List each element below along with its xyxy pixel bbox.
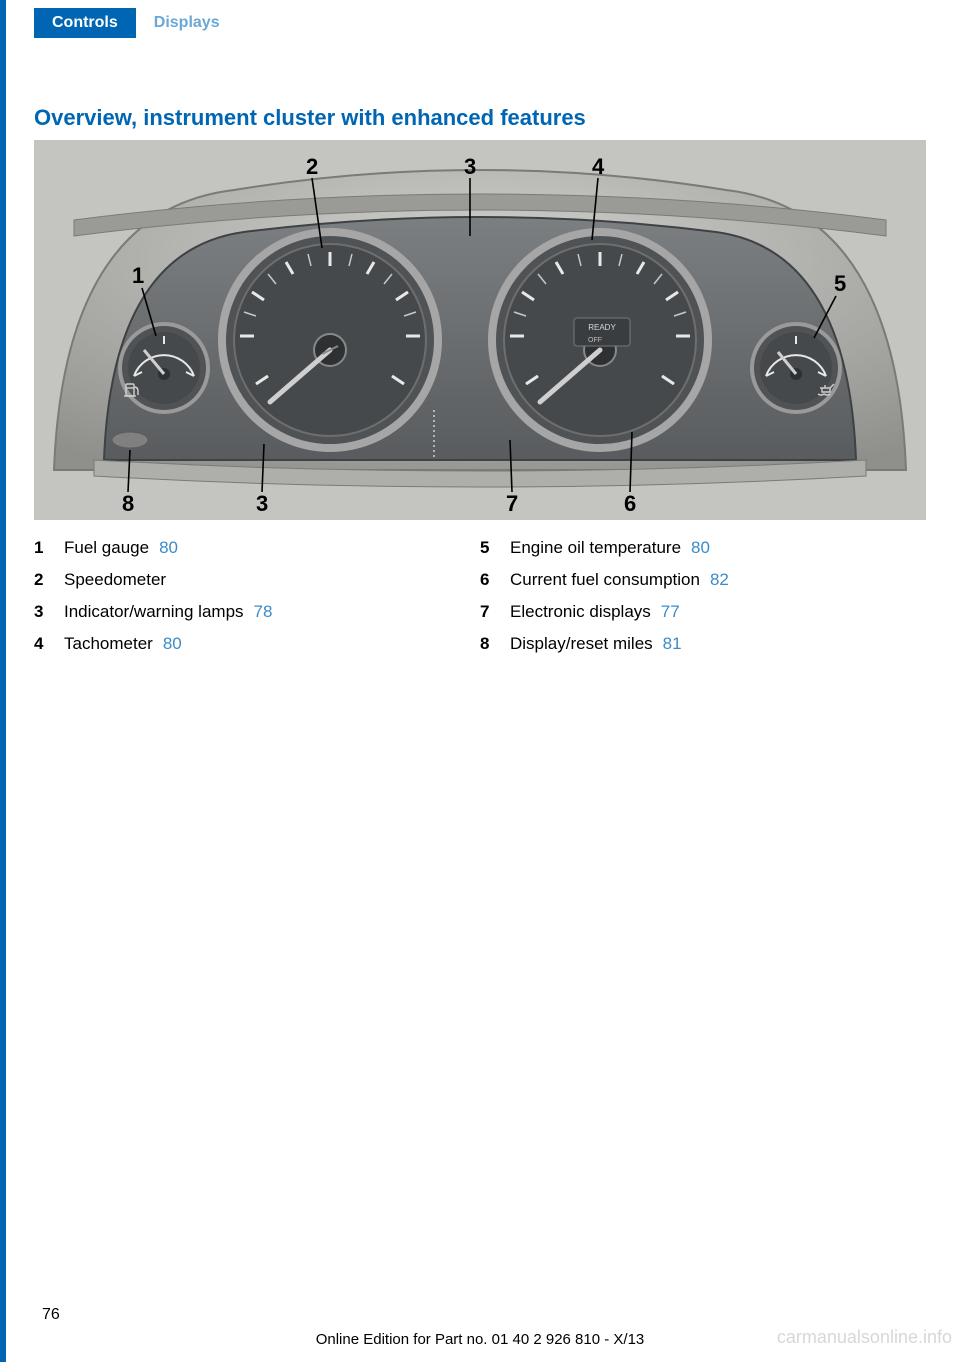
callout-3-bottom: 3: [256, 491, 268, 517]
speedometer-dial: [222, 232, 438, 448]
tachometer-dial: READY OFF: [492, 232, 708, 448]
callout-2: 2: [306, 154, 318, 180]
tab-displays: Displays: [136, 8, 238, 38]
legend-label: Fuel gauge: [64, 538, 149, 558]
legend-row: 4 Tachometer 80: [34, 634, 480, 654]
page-left-border: [0, 0, 6, 1362]
callout-4: 4: [592, 154, 604, 180]
legend-num: 8: [480, 634, 510, 654]
legend-pageref[interactable]: 80: [163, 634, 182, 654]
oil-temp-gauge: [752, 324, 840, 412]
legend-num: 7: [480, 602, 510, 622]
legend-pageref[interactable]: 80: [691, 538, 710, 558]
legend-pageref[interactable]: 82: [710, 570, 729, 590]
page-number: 76: [42, 1306, 60, 1324]
legend-row: 3 Indicator/warning lamps 78: [34, 602, 480, 622]
watermark: carmanualsonline.info: [777, 1327, 952, 1348]
callout-5: 5: [834, 271, 846, 297]
legend-row: 6 Current fuel consumption 82: [480, 570, 926, 590]
legend-label: Electronic displays: [510, 602, 651, 622]
legend-num: 5: [480, 538, 510, 558]
legend-col-right: 5 Engine oil temperature 80 6 Current fu…: [480, 538, 926, 666]
fuel-gauge: [120, 324, 208, 412]
tab-controls: Controls: [34, 8, 136, 38]
legend-num: 1: [34, 538, 64, 558]
svg-text:READY: READY: [588, 323, 616, 332]
legend-row: 8 Display/reset miles 81: [480, 634, 926, 654]
callout-3-top: 3: [464, 154, 476, 180]
legend-pageref[interactable]: 78: [254, 602, 273, 622]
callout-8: 8: [122, 491, 134, 517]
legend-row: 2 Speedometer: [34, 570, 480, 590]
section-title: Overview, instrument cluster with enhanc…: [34, 105, 586, 131]
callout-1: 1: [132, 263, 144, 289]
instrument-cluster-figure: READY OFF 2 3 4 1 5 8 3 7 6: [34, 140, 926, 520]
callout-7: 7: [506, 491, 518, 517]
legend-num: 3: [34, 602, 64, 622]
instrument-cluster-svg: READY OFF: [34, 140, 926, 520]
legend-row: 7 Electronic displays 77: [480, 602, 926, 622]
legend-label: Display/reset miles: [510, 634, 653, 654]
legend-pageref[interactable]: 80: [159, 538, 178, 558]
legend-num: 4: [34, 634, 64, 654]
legend-row: 5 Engine oil temperature 80: [480, 538, 926, 558]
legend-pageref[interactable]: 77: [661, 602, 680, 622]
legend-num: 2: [34, 570, 64, 590]
legend-label: Speedometer: [64, 570, 166, 590]
legend-label: Indicator/warning lamps: [64, 602, 244, 622]
legend: 1 Fuel gauge 80 2 Speedometer 3 Indicato…: [34, 538, 926, 666]
svg-text:OFF: OFF: [588, 337, 602, 344]
header-tabs: Controls Displays: [34, 8, 238, 38]
legend-row: 1 Fuel gauge 80: [34, 538, 480, 558]
legend-label: Current fuel consumption: [510, 570, 700, 590]
legend-label: Tachometer: [64, 634, 153, 654]
legend-label: Engine oil temperature: [510, 538, 681, 558]
display-reset-button: [112, 432, 148, 448]
callout-6: 6: [624, 491, 636, 517]
legend-pageref[interactable]: 81: [663, 634, 682, 654]
legend-col-left: 1 Fuel gauge 80 2 Speedometer 3 Indicato…: [34, 538, 480, 666]
legend-num: 6: [480, 570, 510, 590]
